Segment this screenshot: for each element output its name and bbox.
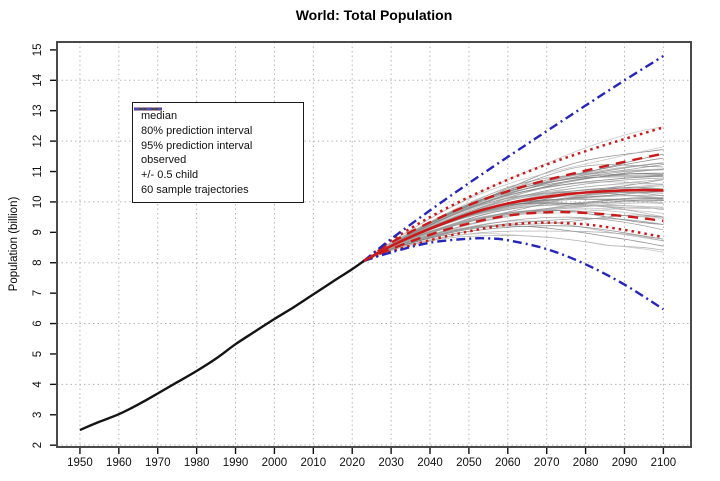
- y-tick-label: 5: [32, 351, 44, 357]
- legend-label: observed: [141, 154, 187, 167]
- legend-label: 95% prediction interval: [141, 139, 253, 152]
- legend-item: observed: [134, 107, 295, 168]
- series--0-5-child: [363, 237, 665, 311]
- x-tick-label: 2040: [417, 457, 443, 469]
- y-tick-label: 8: [32, 259, 44, 265]
- y-tick-label: 10: [32, 196, 44, 209]
- series-median: [363, 188, 664, 263]
- x-tick-label: 2050: [456, 457, 482, 469]
- x-tick-label: 2080: [573, 457, 599, 469]
- legend-label: 80% prediction interval: [141, 125, 253, 138]
- series-80-lower: [363, 210, 664, 262]
- sample-trajectory: [363, 162, 664, 262]
- x-tick-label: 2020: [339, 457, 365, 469]
- legend-item: 80% prediction interval: [134, 107, 295, 139]
- legend-item: median: [134, 107, 295, 124]
- sample-trajectory: [363, 191, 664, 262]
- legend-line-sample-icon: [134, 108, 162, 110]
- x-tick-label: 2000: [262, 457, 288, 469]
- sample-trajectory: [363, 225, 664, 262]
- chart-title: World: Total Population: [295, 7, 453, 23]
- series-95-upper: [363, 126, 664, 262]
- series-observed: [79, 259, 365, 432]
- y-axis-title: Population (billion): [8, 196, 20, 292]
- x-tick-label: 1970: [145, 457, 171, 469]
- series-80-upper: [363, 152, 664, 262]
- sample-trajectory: [363, 146, 664, 262]
- x-tick-label: 2090: [612, 457, 638, 469]
- y-tick-label: 6: [32, 320, 44, 326]
- series--0-5-child: [363, 54, 665, 262]
- legend-label: median: [141, 110, 178, 123]
- y-tick-label: 2: [32, 442, 44, 448]
- x-tick-label: 2060: [495, 457, 521, 469]
- x-tick-label: 2030: [378, 457, 404, 469]
- legend-item: 95% prediction interval: [134, 107, 295, 153]
- y-tick-label: 13: [32, 104, 44, 117]
- legend-item: 60 sample trajectories: [134, 108, 295, 197]
- y-tick-label: 14: [32, 73, 44, 86]
- y-tick-label: 12: [32, 135, 44, 148]
- y-tick-label: 9: [32, 229, 44, 235]
- y-tick-label: 3: [32, 412, 44, 418]
- x-tick-label: 1950: [67, 457, 93, 469]
- legend-label: 60 sample trajectories: [141, 183, 249, 196]
- y-tick-label: 11: [32, 166, 44, 178]
- legend-item: +/- 0.5 child: [134, 107, 295, 183]
- y-tick-label: 4: [32, 381, 44, 388]
- y-tick-label: 7: [32, 290, 44, 296]
- x-tick-label: 1980: [184, 457, 210, 469]
- legend-label: +/- 0.5 child: [141, 169, 199, 182]
- plot-border: [56, 41, 692, 448]
- y-tick-label: 15: [32, 44, 44, 57]
- sample-trajectory: [363, 202, 664, 262]
- x-tick-label: 2010: [301, 457, 327, 469]
- x-tick-label: 1960: [106, 457, 132, 469]
- series-95-lower: [363, 221, 664, 263]
- x-tick-label: 2070: [534, 457, 560, 469]
- x-tick-label: 1990: [223, 457, 249, 469]
- x-tick-label: 2100: [651, 457, 677, 469]
- legend: median 80% prediction interval 95% predict…: [132, 102, 304, 204]
